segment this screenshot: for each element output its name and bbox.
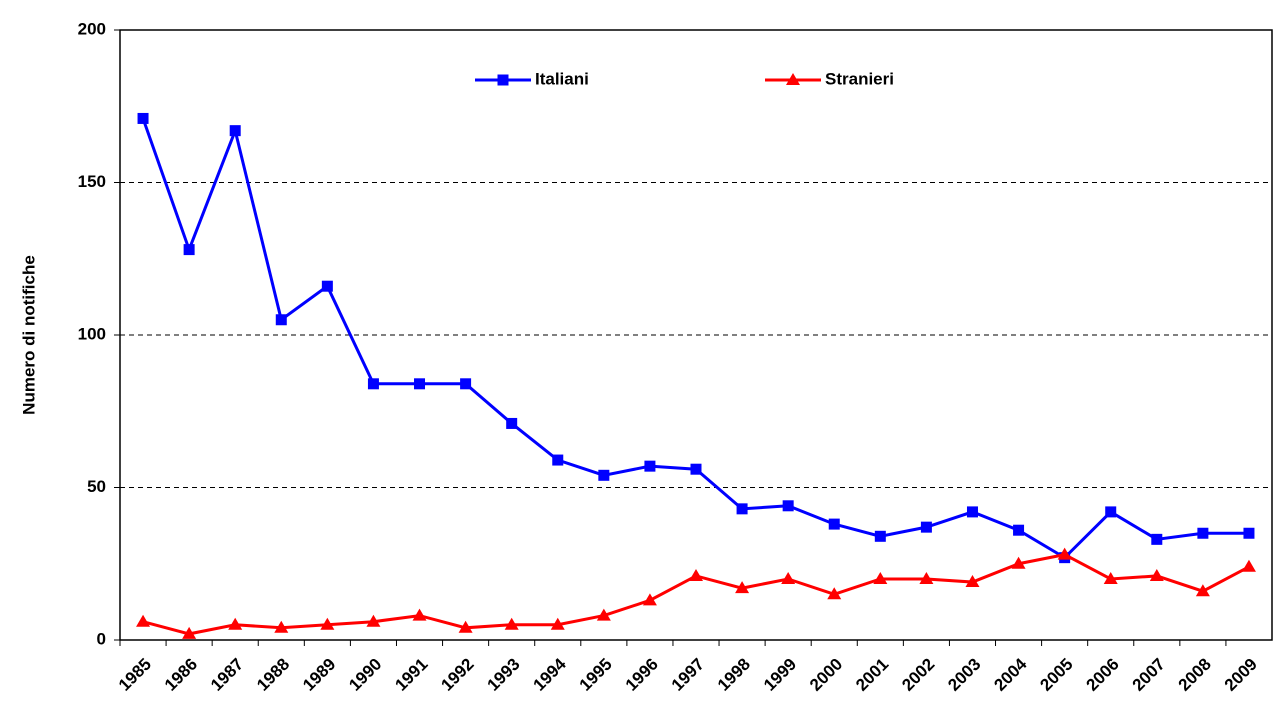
- x-tick-label: 2007: [1129, 655, 1169, 695]
- y-tick-label: 0: [97, 629, 106, 648]
- x-tick-label: 2006: [1083, 655, 1123, 695]
- x-tick-label: 1987: [207, 655, 247, 695]
- x-tick-label: 2002: [898, 655, 938, 695]
- point: [1057, 547, 1072, 560]
- point: [320, 617, 335, 630]
- point: [274, 620, 289, 633]
- point: [275, 314, 287, 326]
- legend-marker: [497, 74, 509, 86]
- x-tick-label: 1992: [437, 655, 477, 695]
- point: [1151, 533, 1163, 545]
- x-tick-label: 2009: [1221, 655, 1261, 695]
- x-tick-label: 1986: [161, 655, 201, 695]
- x-tick-label: 2004: [990, 654, 1031, 695]
- point: [366, 614, 381, 627]
- point: [1105, 506, 1117, 518]
- point: [782, 500, 794, 512]
- point: [966, 506, 978, 518]
- x-tick-label: 1995: [576, 655, 616, 695]
- y-tick-label: 50: [87, 477, 106, 496]
- point: [874, 530, 886, 542]
- x-tick-label: 1990: [345, 655, 385, 695]
- x-tick-label: 1991: [391, 655, 431, 695]
- x-tick-label: 1997: [668, 655, 708, 695]
- point: [458, 620, 473, 633]
- y-tick-label: 200: [78, 19, 106, 38]
- point: [321, 280, 333, 292]
- point: [137, 112, 149, 124]
- point: [136, 614, 151, 627]
- point: [412, 608, 427, 621]
- point: [689, 568, 703, 581]
- point: [550, 617, 565, 630]
- point: [1195, 584, 1210, 597]
- point: [919, 572, 934, 584]
- point: [504, 617, 519, 630]
- x-tick-label: 1996: [622, 655, 662, 695]
- point: [596, 608, 611, 621]
- point: [781, 572, 796, 584]
- point: [642, 593, 657, 606]
- point: [552, 454, 564, 466]
- point: [736, 503, 748, 515]
- point: [506, 417, 518, 429]
- point: [827, 587, 842, 600]
- point: [644, 460, 656, 472]
- point: [965, 575, 980, 588]
- point: [1197, 527, 1209, 539]
- point: [690, 463, 702, 475]
- x-tick-label: 1999: [760, 655, 800, 695]
- x-tick-label: 2005: [1036, 655, 1076, 695]
- x-tick-label: 1988: [253, 655, 293, 695]
- y-axis-label: Numero di notifiche: [19, 255, 38, 415]
- point: [735, 581, 750, 594]
- point: [229, 125, 241, 137]
- point: [1013, 524, 1025, 536]
- point: [460, 378, 472, 390]
- point: [228, 617, 243, 630]
- point: [183, 244, 195, 256]
- legend-label: Stranieri: [825, 69, 894, 88]
- x-tick-label: 2003: [944, 655, 984, 695]
- point: [1243, 527, 1255, 539]
- point: [873, 572, 888, 584]
- series-line: [142, 553, 1250, 636]
- x-tick-label: 1998: [714, 655, 754, 695]
- x-tick-label: 2008: [1175, 655, 1215, 695]
- point: [1011, 556, 1026, 569]
- x-tick-label: 1994: [530, 654, 571, 695]
- point: [1149, 568, 1164, 581]
- y-tick-label: 150: [78, 172, 106, 191]
- x-tick-label: 1989: [299, 655, 339, 695]
- point: [182, 626, 197, 639]
- x-tick-label: 2000: [806, 655, 846, 695]
- legend-marker: [786, 73, 800, 85]
- x-tick-label: 1993: [483, 655, 523, 695]
- point: [828, 518, 840, 530]
- point: [414, 378, 426, 390]
- point: [598, 469, 610, 481]
- x-tick-label: 2001: [852, 655, 892, 695]
- point: [367, 378, 379, 390]
- series-line: [141, 117, 1249, 560]
- point: [920, 521, 932, 533]
- point: [1103, 572, 1118, 584]
- x-tick-label: 1985: [115, 655, 155, 695]
- y-tick-label: 100: [78, 324, 106, 343]
- point: [1241, 559, 1256, 572]
- legend-label: Italiani: [535, 69, 589, 88]
